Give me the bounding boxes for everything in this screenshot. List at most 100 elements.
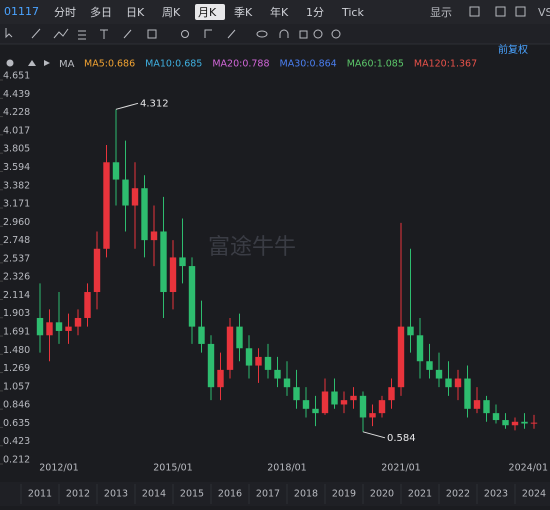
candle-body xyxy=(150,231,158,241)
y-tick-label: 0.846 xyxy=(3,400,30,411)
period-tab[interactable]: 周K xyxy=(162,6,181,19)
candle-body xyxy=(236,326,243,349)
y-tick-label: 2.326 xyxy=(3,272,30,283)
year-label: 2018 xyxy=(294,489,318,500)
candle-body xyxy=(179,257,186,267)
y-tick-label: 2.748 xyxy=(3,235,30,246)
tool-row xyxy=(0,24,550,44)
period-tab[interactable]: 日K xyxy=(126,6,145,19)
year-label: 2012 xyxy=(66,489,90,500)
period-tab[interactable]: 1分 xyxy=(306,6,324,19)
period-tab[interactable]: 分时 xyxy=(54,6,76,19)
candle-body xyxy=(46,322,53,336)
candle-body xyxy=(131,188,139,206)
candle-body xyxy=(293,387,300,401)
candle-body xyxy=(369,413,376,418)
y-tick-label: 2.960 xyxy=(3,217,30,228)
period-tab[interactable]: 季K xyxy=(234,6,253,19)
candle-body xyxy=(141,188,148,241)
candle-body xyxy=(407,326,414,336)
x-tick-label: 2015/01 xyxy=(153,463,192,474)
candle-body xyxy=(302,400,310,409)
candle-body xyxy=(55,322,63,331)
y-tick-label: 0.212 xyxy=(3,455,30,466)
drawing-tools[interactable] xyxy=(5,28,341,40)
ma-legend: MA60:1.085 xyxy=(347,59,404,70)
period-tab[interactable]: 年K xyxy=(270,5,289,19)
x-tick-label: 2012/01 xyxy=(39,463,78,474)
checkbox[interactable] xyxy=(515,6,526,17)
year-label: 2022 xyxy=(446,489,470,500)
y-tick-label: 4.228 xyxy=(3,107,30,118)
candle-body xyxy=(245,348,253,366)
year-label: 2023 xyxy=(484,489,508,500)
candle-body xyxy=(492,413,500,421)
candle-body xyxy=(340,400,348,405)
candle-body xyxy=(112,162,120,180)
watermark: 富途牛牛 xyxy=(208,235,296,260)
display-menu[interactable]: 显示 xyxy=(430,6,452,19)
candle-body xyxy=(511,421,519,426)
y-tick-label: 3.171 xyxy=(3,199,30,210)
candle-body xyxy=(160,231,167,293)
y-tick-label: 1.057 xyxy=(3,381,30,392)
y-tick-label: 2.537 xyxy=(3,253,30,264)
candle-body xyxy=(122,179,129,206)
year-label: 2011 xyxy=(28,489,52,500)
candle-body xyxy=(321,391,329,414)
period-tab[interactable]: 多日 xyxy=(90,5,112,19)
candle-body xyxy=(426,361,433,370)
candle-body xyxy=(464,378,471,409)
ma-legend: MA120:1.367 xyxy=(414,59,477,70)
year-label: 2017 xyxy=(256,489,280,500)
checkbox[interactable] xyxy=(469,6,480,17)
candle-body xyxy=(84,292,91,318)
year-label: 2015 xyxy=(180,489,204,500)
year-strip xyxy=(0,482,550,506)
candle-body xyxy=(188,266,196,327)
candle-body xyxy=(312,408,319,414)
annotation-leader xyxy=(115,102,139,110)
candle-body xyxy=(416,335,424,362)
period-tab[interactable]: Tick xyxy=(341,6,364,19)
period-tab[interactable]: 月K xyxy=(198,6,217,19)
candle-body xyxy=(169,257,177,293)
candle-body xyxy=(217,369,224,388)
y-tick-label: 1.691 xyxy=(3,327,30,338)
candle-body xyxy=(388,387,395,401)
y-tick-label: 3.805 xyxy=(3,144,30,155)
y-tick-label: 4.017 xyxy=(3,125,30,136)
toolbar xyxy=(0,0,550,24)
adjust-menu[interactable]: 前复权 xyxy=(498,43,528,56)
year-label: 2024 xyxy=(522,489,546,500)
active-tab-bg xyxy=(195,4,225,20)
candle-body xyxy=(483,400,490,414)
y-tick-label: 3.382 xyxy=(3,180,30,191)
year-label: 2016 xyxy=(218,489,242,500)
candle-body xyxy=(502,420,509,426)
candle-body xyxy=(274,369,281,379)
chart-settings[interactable] xyxy=(6,59,51,67)
stock-code[interactable]: 01117 xyxy=(4,5,39,18)
candle-body xyxy=(65,326,72,331)
x-tick-label: 2024/01 xyxy=(509,463,548,474)
year-label: 2021 xyxy=(408,489,432,500)
checkbox[interactable] xyxy=(495,6,506,17)
candle-body xyxy=(255,356,262,366)
candle-body xyxy=(521,421,528,424)
indicator[interactable]: MA xyxy=(59,59,75,70)
candle-body xyxy=(435,369,443,379)
y-tick-label: 1.269 xyxy=(3,363,30,374)
year-label: 2019 xyxy=(332,489,356,500)
annotation-leader xyxy=(362,431,386,439)
year-label: 2020 xyxy=(370,489,394,500)
candle-body xyxy=(74,317,82,327)
candle-body xyxy=(198,326,205,344)
candle-body xyxy=(103,162,110,249)
candle-body xyxy=(445,378,452,388)
candle-body xyxy=(93,248,101,293)
compare[interactable]: VS xyxy=(538,6,550,19)
annotation: 0.584 xyxy=(387,433,416,444)
y-tick-label: 4.651 xyxy=(3,71,30,82)
